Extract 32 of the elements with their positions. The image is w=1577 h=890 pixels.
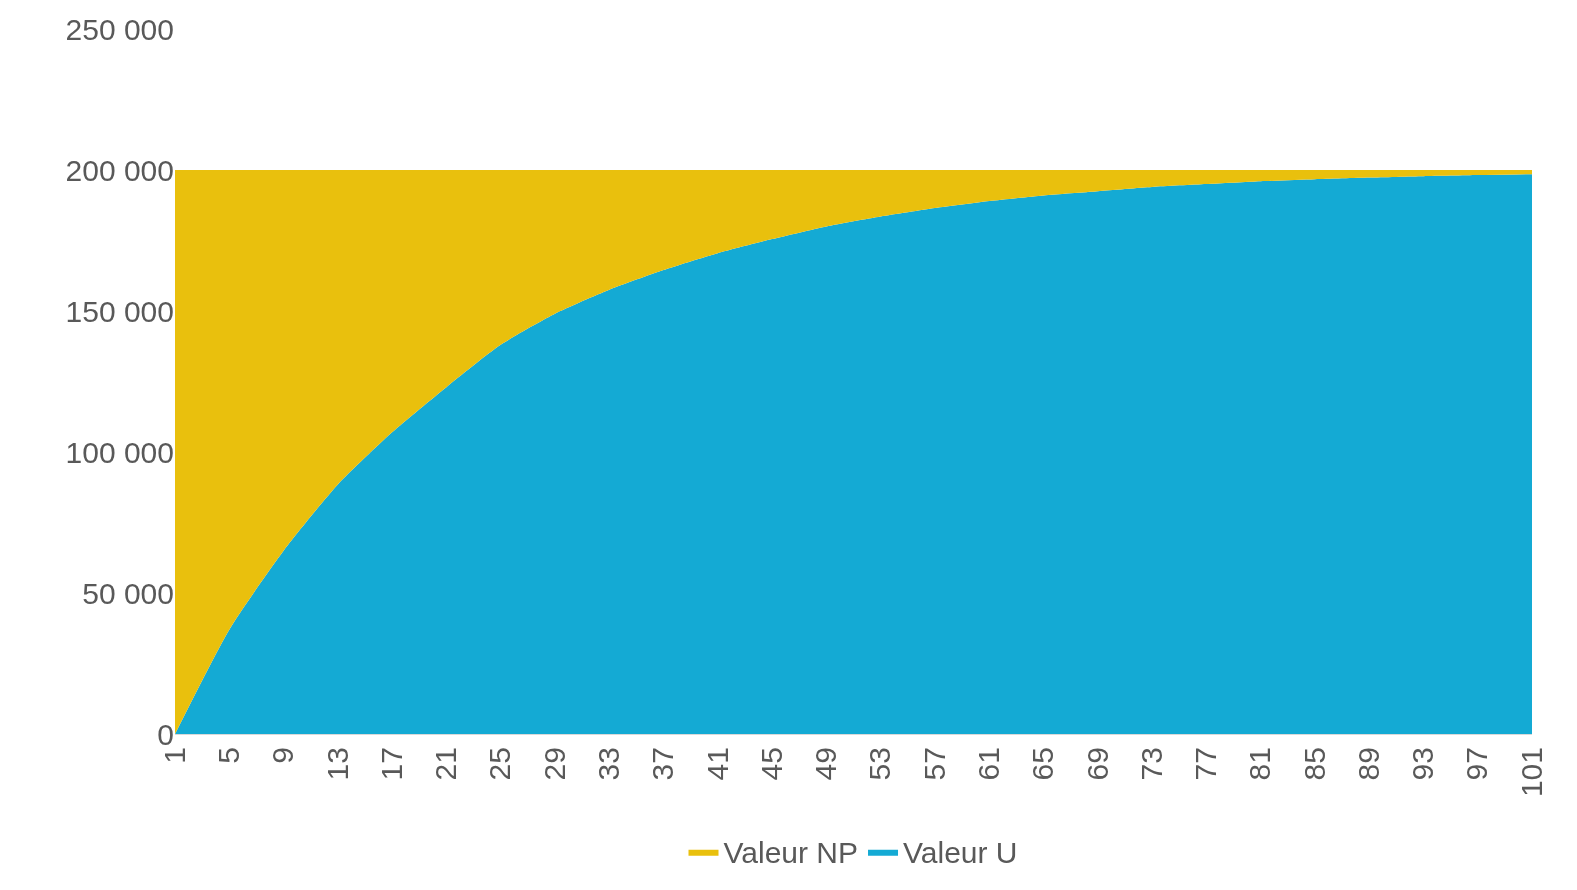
x-tick-label: 89: [1351, 747, 1385, 781]
legend-label: Valeur NP: [723, 836, 859, 870]
x-tick-label: 77: [1189, 747, 1223, 781]
legend-label: Valeur U: [903, 836, 1018, 870]
x-tick-label: 85: [1297, 747, 1331, 781]
x-tick-label: 5: [212, 747, 246, 764]
x-tick-label: 53: [863, 747, 897, 781]
x-tick-label: 93: [1406, 747, 1440, 781]
x-tick-label: 33: [591, 747, 625, 781]
x-tick-label: 101: [1514, 747, 1548, 798]
x-tick-label: 13: [320, 747, 354, 781]
y-tick-label: 50 000: [82, 576, 174, 610]
x-tick-label: 49: [809, 747, 843, 781]
x-tick-label: 21: [429, 747, 463, 781]
x-tick-label: 17: [374, 747, 408, 781]
x-tick-label: 65: [1026, 747, 1060, 781]
y-tick-label: 100 000: [65, 435, 174, 469]
x-tick-label: 37: [646, 747, 680, 781]
x-tick-label: 97: [1460, 747, 1494, 781]
y-tick-label: 250 000: [65, 12, 174, 46]
x-tick-label: 61: [971, 747, 1005, 781]
x-tick-label: 73: [1134, 747, 1168, 781]
x-tick-label: 25: [483, 747, 517, 781]
y-tick-label: 150 000: [65, 294, 174, 328]
y-tick-label: 200 000: [65, 153, 174, 187]
x-tick-label: 29: [537, 747, 571, 781]
x-tick-label: 41: [700, 747, 734, 781]
x-tick-label: 57: [917, 747, 951, 781]
x-tick-label: 81: [1243, 747, 1277, 781]
x-tick-label: 45: [754, 747, 788, 781]
x-tick-label: 69: [1080, 747, 1114, 781]
x-tick-label: 9: [266, 747, 300, 764]
